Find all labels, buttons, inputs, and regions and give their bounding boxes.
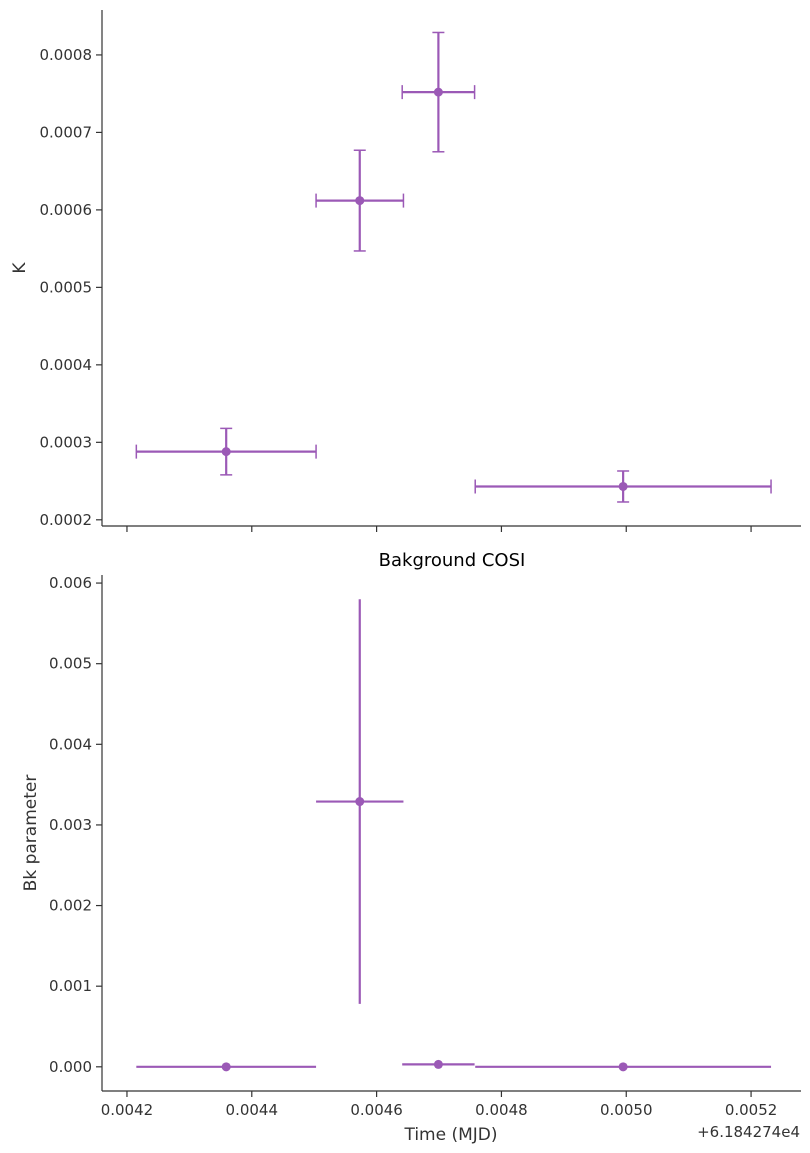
bk-y-tick-label: 0.004	[49, 735, 92, 753]
k-panel: 0.0002 0.0003 0.0004 0.0005 0.0006 0.0007 0.00…	[10, 10, 801, 532]
bk-y-tick-label: 0.006	[49, 574, 92, 592]
bk-y-axis-label: Bk parameter	[21, 775, 41, 892]
bk-point-4	[475, 1062, 772, 1072]
k-data-marker	[221, 447, 231, 457]
k-data-marker	[433, 87, 443, 97]
bk-data-marker	[433, 1059, 443, 1069]
bk-point-2	[316, 599, 404, 1004]
k-data-marker	[618, 481, 628, 491]
k-y-ticks: 0.0002 0.0003 0.0004 0.0005 0.0006 0.0007 0.00…	[40, 46, 102, 529]
bk-x-tick-label: 0.0042	[101, 1101, 154, 1119]
bk-x-tick-label: 0.0050	[600, 1101, 653, 1119]
k-y-tick-label: 0.0004	[40, 356, 93, 374]
bk-x-tick-label: 0.0044	[226, 1101, 279, 1119]
bk-x-axis-label: Time (MJD)	[403, 1125, 497, 1145]
k-point-2	[315, 149, 405, 252]
k-point-3	[401, 31, 476, 153]
bk-y-tick-label: 0.003	[49, 816, 92, 834]
bk-y-tick-label: 0.002	[49, 897, 92, 915]
k-x-ticks	[126, 526, 752, 532]
bk-panel: Bakground COSI 0.0042 0.0044 0.0046 0.0048 0…	[21, 550, 801, 1145]
k-point-4	[474, 470, 772, 503]
k-y-tick-label: 0.0005	[40, 278, 93, 296]
k-y-axis-label: K	[10, 262, 30, 274]
bk-data-marker	[355, 797, 365, 807]
bk-point-3	[402, 1059, 475, 1069]
bk-point-1	[136, 1062, 317, 1072]
bk-y-tick-label: 0.000	[49, 1058, 92, 1076]
k-errorbar-series	[135, 31, 772, 503]
k-y-tick-label: 0.0007	[40, 123, 93, 141]
k-y-tick-label: 0.0008	[40, 46, 93, 64]
k-y-tick-label: 0.0002	[40, 511, 93, 529]
k-y-tick-label: 0.0006	[40, 201, 93, 219]
bk-data-marker	[618, 1062, 628, 1072]
k-point-1	[135, 427, 317, 476]
bk-x-ticks: 0.0042 0.0044 0.0046 0.0048 0.0050 0.0052	[101, 1091, 778, 1119]
bk-y-tick-label: 0.005	[49, 655, 92, 673]
bk-x-tick-label: 0.0046	[350, 1101, 403, 1119]
bk-y-ticks: 0.000 0.001 0.002 0.003 0.004 0.005 0.006	[49, 574, 102, 1076]
k-y-tick-label: 0.0003	[40, 433, 93, 451]
bk-errorbar-series	[136, 599, 772, 1072]
bk-x-tick-label: 0.0048	[475, 1101, 528, 1119]
bk-data-marker	[221, 1062, 231, 1072]
x-offset-label: +6.184274e4	[697, 1123, 800, 1141]
bk-chart-title: Bakground COSI	[379, 550, 526, 571]
bk-x-tick-label: 0.0052	[725, 1101, 778, 1119]
bk-y-tick-label: 0.001	[49, 977, 92, 995]
k-data-marker	[355, 196, 365, 206]
